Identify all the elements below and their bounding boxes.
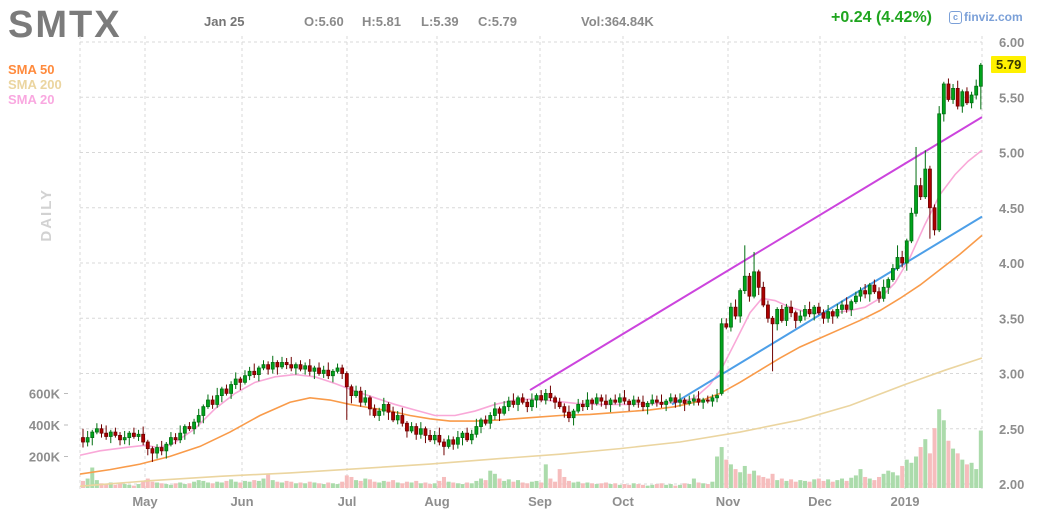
quote-date: Jan 25 — [204, 14, 245, 29]
candles — [81, 63, 983, 462]
sma-50-line — [79, 234, 983, 475]
finviz-watermark-link[interactable]: c finviz.com — [949, 10, 1023, 24]
sma-20-line — [79, 149, 983, 457]
quote-open: O:5.60 — [304, 14, 344, 29]
legend-sma-50: SMA 50 — [8, 62, 55, 77]
price-tick: 2.50 — [999, 422, 1024, 437]
month-label: Aug — [424, 494, 449, 509]
quote-high: H:5.81 — [362, 14, 402, 29]
volume-tick: 200K — [29, 450, 61, 465]
month-label: Nov — [716, 494, 741, 509]
sma-200-line — [79, 357, 983, 488]
legend-sma-200: SMA 200 — [8, 77, 62, 92]
month-label: Oct — [612, 494, 634, 509]
month-label: Jun — [230, 494, 253, 509]
month-label: 2019 — [891, 494, 920, 509]
price-axis-labels: 6.00 5.50 5.00 4.50 4.00 3.50 3.00 2.50 2.00 — [999, 35, 1024, 492]
volume-bars — [81, 409, 983, 488]
month-label: Jul — [338, 494, 357, 509]
volume-axis-labels: 600K 400K 200K — [29, 387, 71, 465]
legend-sma-20: SMA 20 — [8, 92, 55, 107]
price-tick: 4.50 — [999, 201, 1024, 216]
trendline-lower — [671, 215, 983, 406]
trendline-upper — [529, 116, 983, 391]
price-tick: 5.50 — [999, 90, 1024, 105]
price-tick: 5.00 — [999, 146, 1024, 161]
price-tick: 3.00 — [999, 367, 1024, 382]
gridlines — [79, 36, 983, 490]
price-tick: 6.00 — [999, 35, 1024, 50]
sma-lines — [79, 149, 983, 488]
price-change: +0.24 (4.42%) — [831, 9, 932, 26]
volume-tick: 600K — [29, 387, 61, 402]
watermark-text: finviz.com — [964, 10, 1023, 24]
month-label: Sep — [528, 494, 552, 509]
price-tick: 3.50 — [999, 311, 1024, 326]
quote-low: L:5.39 — [421, 14, 459, 29]
price-tick: 4.00 — [999, 256, 1024, 271]
trend-lines — [529, 116, 983, 406]
month-axis-labels: May Jun Jul Aug Sep Oct Nov Dec 2019 — [132, 494, 919, 509]
quote-volume: Vol:364.84K — [581, 14, 654, 29]
month-label: May — [132, 494, 158, 509]
ticker-symbol: SMTX — [8, 4, 122, 46]
copyright-icon: c — [949, 11, 962, 24]
price-tick: 2.00 — [999, 477, 1024, 492]
volume-tick: 400K — [29, 418, 61, 433]
last-price-tag: 5.79 — [991, 56, 1027, 74]
quote-close: C:5.79 — [478, 14, 518, 29]
month-label: Dec — [808, 494, 832, 509]
